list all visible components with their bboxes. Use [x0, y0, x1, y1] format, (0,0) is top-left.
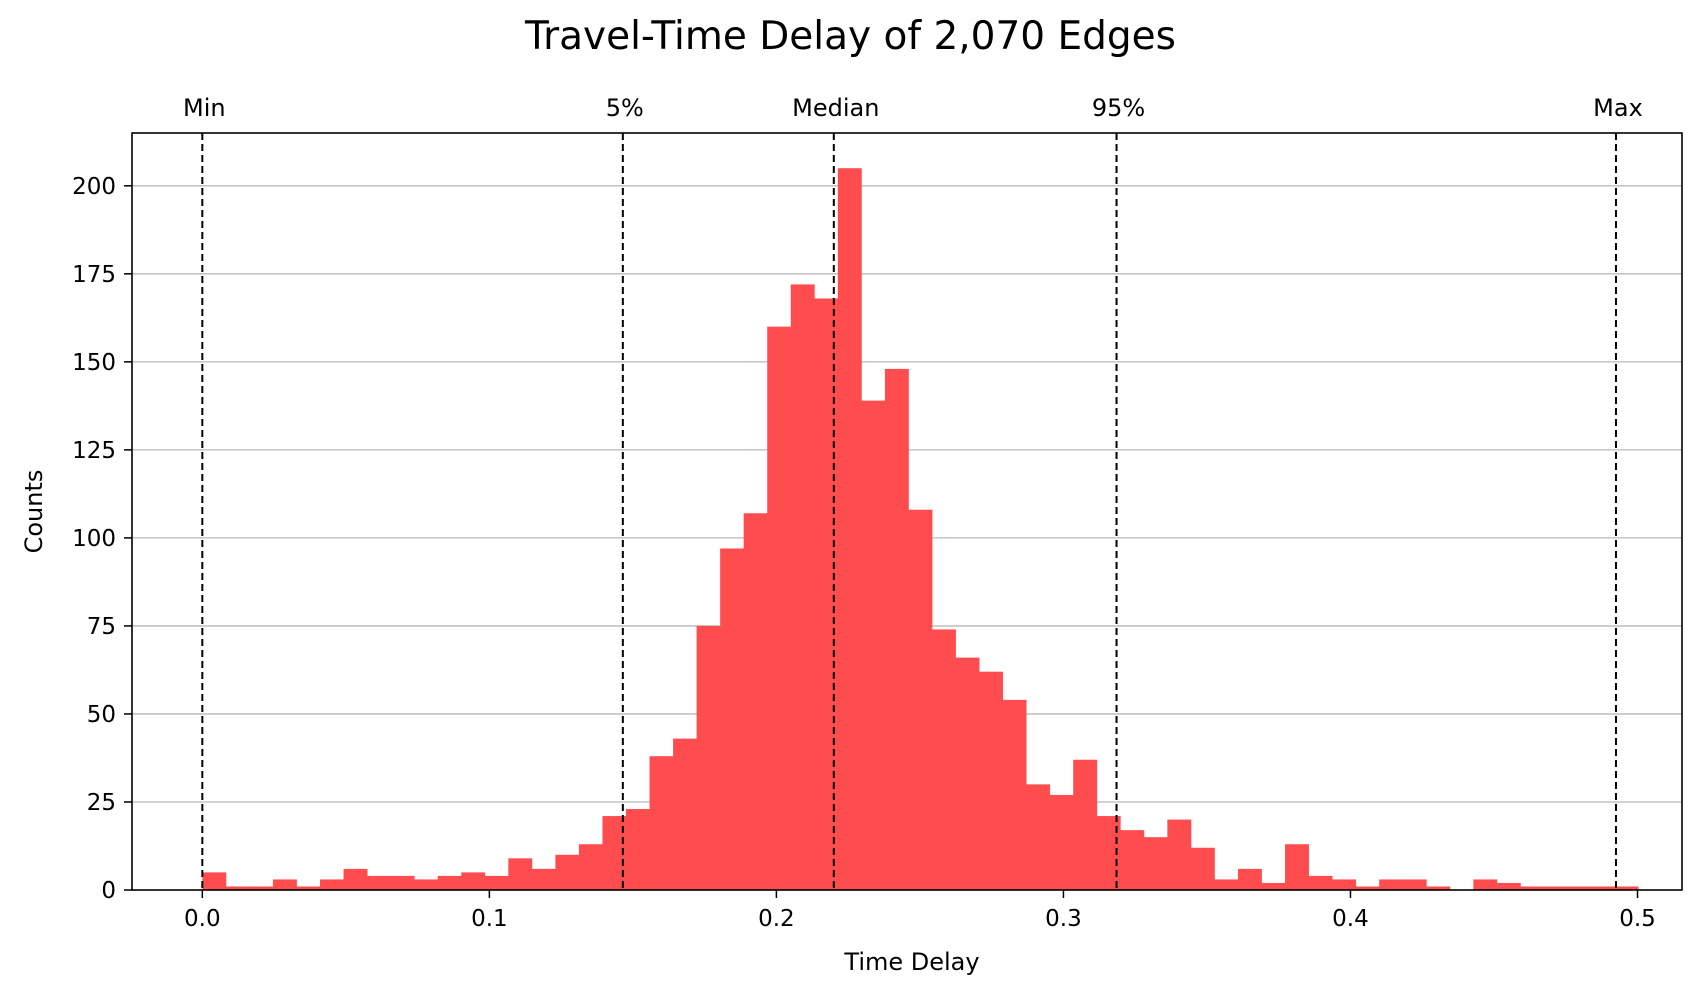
histogram-bar-33 — [979, 671, 1003, 890]
histogram-bar-17 — [602, 816, 627, 890]
y-tick-label-0: 0 — [101, 878, 116, 904]
histogram-bar-32 — [955, 657, 980, 890]
histogram-bar-54 — [1473, 879, 1498, 890]
y-tick-label-4: 100 — [72, 526, 116, 552]
histogram-bar-25 — [790, 284, 815, 890]
x-tick-label-1: 0.1 — [471, 906, 508, 932]
histogram-bar-41 — [1167, 819, 1192, 890]
histogram-bar-29 — [884, 368, 909, 890]
histogram-bar-57 — [1543, 886, 1568, 890]
histogram-bar-49 — [1355, 886, 1380, 890]
histogram-bar-16 — [578, 844, 603, 890]
chart-title: Travel-Time Delay of 2,070 Edges — [524, 14, 1176, 59]
histogram-bar-9 — [414, 879, 439, 890]
histogram-bar-19 — [649, 756, 674, 890]
histogram-bar-56 — [1520, 886, 1545, 890]
reference-line-label-3: 95% — [1092, 94, 1145, 122]
histogram-bar-26 — [814, 298, 839, 890]
histogram-bar-27 — [837, 168, 862, 891]
histogram-bar-39 — [1120, 830, 1145, 890]
histogram-bars — [202, 168, 1639, 891]
histogram-bar-8 — [390, 875, 415, 890]
histogram-bar-22 — [720, 548, 745, 890]
histogram-bar-43 — [1214, 879, 1239, 890]
histogram-bar-28 — [861, 400, 886, 890]
y-tick-label-6: 150 — [72, 350, 116, 376]
histogram-bar-60 — [1614, 886, 1639, 890]
histogram-bar-37 — [1073, 759, 1098, 890]
histogram-bar-18 — [625, 809, 650, 890]
y-tick-label-8: 200 — [72, 174, 116, 200]
histogram-bar-13 — [508, 858, 533, 890]
reference-line-label-4: Max — [1593, 94, 1643, 122]
reference-line-label-2: Median — [792, 94, 879, 122]
histogram-bar-24 — [767, 326, 792, 891]
histogram-bar-42 — [1190, 847, 1215, 890]
histogram-bar-12 — [484, 875, 509, 890]
histogram-bar-45 — [1261, 882, 1286, 890]
histogram-bar-47 — [1308, 875, 1333, 890]
histogram-bar-48 — [1332, 879, 1357, 890]
histogram-bar-31 — [931, 629, 956, 890]
histogram-bar-51 — [1402, 879, 1427, 890]
histogram-bar-58 — [1567, 886, 1592, 890]
histogram-bar-14 — [531, 868, 556, 890]
histogram-bar-46 — [1285, 844, 1309, 890]
y-tick-label-5: 125 — [72, 438, 116, 464]
y-tick-label-7: 175 — [72, 262, 116, 288]
histogram-bar-50 — [1379, 879, 1404, 890]
reference-line-label-0: Min — [183, 94, 226, 122]
histogram-bar-7 — [367, 875, 392, 890]
histogram-bar-6 — [343, 868, 368, 890]
x-tick-label-2: 0.2 — [758, 906, 795, 932]
histogram-bar-38 — [1096, 816, 1121, 890]
reference-line-label-1: 5% — [606, 94, 644, 122]
histogram-bar-4 — [296, 886, 321, 890]
histogram-bar-40 — [1143, 837, 1168, 890]
histogram-bar-10 — [437, 875, 462, 890]
histogram-bar-36 — [1049, 794, 1074, 890]
histogram-bar-15 — [555, 854, 580, 890]
histogram-bar-55 — [1496, 882, 1521, 890]
histogram-bar-1 — [225, 886, 250, 890]
y-axis-ticks: 0 25 50 75 100 125 150 175 200 — [72, 174, 132, 904]
x-tick-label-5: 0.5 — [1619, 906, 1656, 932]
y-tick-label-2: 50 — [87, 702, 116, 728]
reference-lines: Min 5% Median 95% Max — [183, 94, 1643, 890]
x-tick-label-0: 0.0 — [184, 906, 221, 932]
histogram-bar-3 — [272, 879, 297, 890]
plot-frame — [131, 132, 1683, 891]
x-tick-label-3: 0.3 — [1045, 906, 1082, 932]
y-tick-label-1: 25 — [87, 790, 116, 816]
histogram-bar-23 — [743, 513, 768, 890]
x-tick-label-4: 0.4 — [1332, 906, 1369, 932]
histogram-bar-0 — [202, 872, 227, 890]
histogram-bar-34 — [1002, 699, 1027, 890]
x-axis-ticks: 0.0 0.1 0.2 0.3 0.4 0.5 — [184, 890, 1656, 932]
x-axis-label: Time Delay — [843, 948, 979, 976]
histogram-bar-30 — [908, 509, 933, 890]
histogram-bar-20 — [673, 738, 698, 890]
y-tick-label-3: 75 — [87, 614, 116, 640]
histogram-bar-11 — [461, 872, 486, 890]
histogram-bar-44 — [1237, 868, 1262, 890]
histogram-bar-21 — [696, 625, 721, 890]
histogram-bar-59 — [1591, 886, 1615, 890]
histogram-bar-2 — [249, 886, 274, 890]
histogram-bar-35 — [1026, 784, 1051, 890]
y-axis-label: Counts — [20, 470, 48, 554]
histogram-bar-5 — [320, 879, 344, 890]
histogram-bar-52 — [1426, 886, 1451, 890]
